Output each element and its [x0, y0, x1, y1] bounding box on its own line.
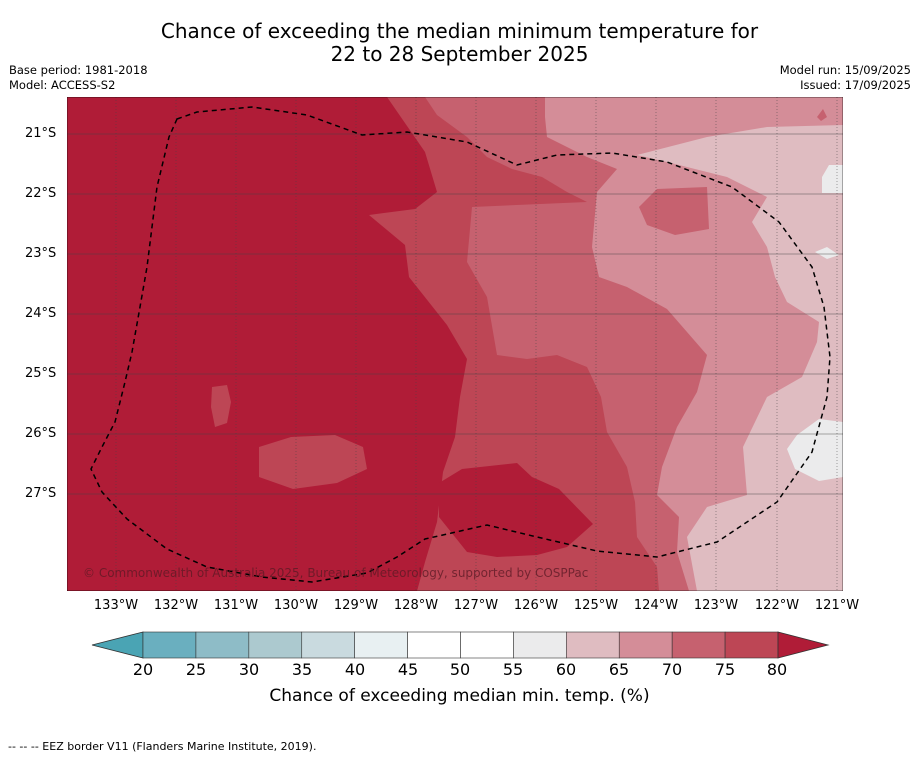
colorbar-box-35-40	[301, 631, 355, 659]
colorbar-box-50-55	[460, 631, 514, 659]
lon-label-121w: 121°W	[814, 598, 860, 613]
colorbar-tick-25: 25	[185, 660, 207, 679]
colorbar-box-70-75	[671, 631, 726, 659]
model-name: Model: ACCESS-S2	[9, 78, 116, 92]
colorbar-tick-35: 35	[291, 660, 313, 679]
zone-55-60	[822, 165, 843, 193]
patch-75-80-southwest	[259, 435, 367, 489]
lon-label-124w: 124°W	[633, 598, 679, 613]
colorbar-box-20-25	[142, 631, 197, 659]
colorbar-tick-30: 30	[238, 660, 260, 679]
patch-70-75-north	[639, 187, 709, 235]
lon-label-130w: 130°W	[273, 598, 319, 613]
map-title-line-1: Chance of exceeding the median minimum t…	[160, 19, 759, 43]
colorbar-tick-50: 50	[449, 660, 471, 679]
lon-label-125w: 125°W	[573, 598, 619, 613]
colorbar-box-40-45	[354, 631, 408, 659]
colorbar-tick-80: 80	[766, 660, 788, 679]
colorbar-under-arrow	[91, 631, 144, 659]
colorbar-over-arrow	[777, 631, 830, 659]
map-title-line-2: 22 to 28 September 2025	[330, 42, 589, 66]
zone-60-65	[637, 125, 843, 591]
lat-label-24s: 24°S	[25, 306, 57, 321]
meta-right: Model run: 15/09/2025 Issued: 17/09/2025	[780, 63, 911, 93]
lat-label-26s: 26°S	[25, 426, 57, 441]
map-copyright: © Commonwealth of Australia 2025, Bureau…	[83, 566, 588, 580]
colorbar-box-55-60	[513, 631, 567, 659]
eez-border	[90, 106, 831, 583]
lat-label-27s: 27°S	[25, 486, 57, 501]
lat-label-23s: 23°S	[25, 246, 57, 261]
lon-label-128w: 128°W	[393, 598, 439, 613]
lat-label-22s: 22°S	[25, 186, 57, 201]
patch-75-80-west	[211, 385, 231, 427]
colorbar-box-25-30	[195, 631, 250, 659]
lon-label-131w: 131°W	[213, 598, 259, 613]
colorbar-box-75-80	[724, 631, 779, 659]
colorbar-tick-40: 40	[344, 660, 366, 679]
graticule	[67, 97, 843, 591]
zone-55-60-small	[815, 247, 839, 259]
colorbar	[91, 631, 830, 659]
colorbar-tick-20: 20	[132, 660, 154, 679]
lon-label-129w: 129°W	[333, 598, 379, 613]
meta-left: Base period: 1981-2018 Model: ACCESS-S2	[9, 63, 148, 93]
colorbar-box-45-50	[407, 631, 461, 659]
lon-label-123w: 123°W	[693, 598, 739, 613]
zone-55-60-south	[787, 419, 843, 481]
colorbar-box-30-35	[248, 631, 303, 659]
probability-map: © Commonwealth of Australia 2025, Bureau…	[67, 97, 843, 591]
colorbar-tick-60: 60	[555, 660, 577, 679]
lon-label-127w: 127°W	[453, 598, 499, 613]
lon-label-122w: 122°W	[754, 598, 800, 613]
colorbar-tick-55: 55	[502, 660, 524, 679]
issued-date: Issued: 17/09/2025	[800, 78, 911, 92]
colorbar-box-65-70	[618, 631, 673, 659]
colorbar-box-60-65	[566, 631, 620, 659]
colorbar-title: Chance of exceeding median min. temp. (%…	[269, 686, 650, 706]
lat-label-25s: 25°S	[25, 366, 57, 381]
lon-label-133w: 133°W	[93, 598, 139, 613]
colorbar-tick-70: 70	[661, 660, 683, 679]
lon-label-132w: 132°W	[153, 598, 199, 613]
colorbar-tick-65: 65	[608, 660, 630, 679]
eez-legend: -- -- -- EEZ border V11 (Flanders Marine…	[8, 740, 317, 753]
colorbar-tick-45: 45	[397, 660, 419, 679]
patch-over-80-south	[439, 463, 593, 557]
lat-label-21s: 21°S	[25, 126, 57, 141]
model-run-date: Model run: 15/09/2025	[779, 63, 911, 77]
colorbar-tick-75: 75	[714, 660, 736, 679]
patch-70-75-ne	[817, 109, 827, 121]
colorbar-boxes	[142, 631, 779, 659]
lon-label-126w: 126°W	[513, 598, 559, 613]
base-period: Base period: 1981-2018	[9, 63, 148, 77]
